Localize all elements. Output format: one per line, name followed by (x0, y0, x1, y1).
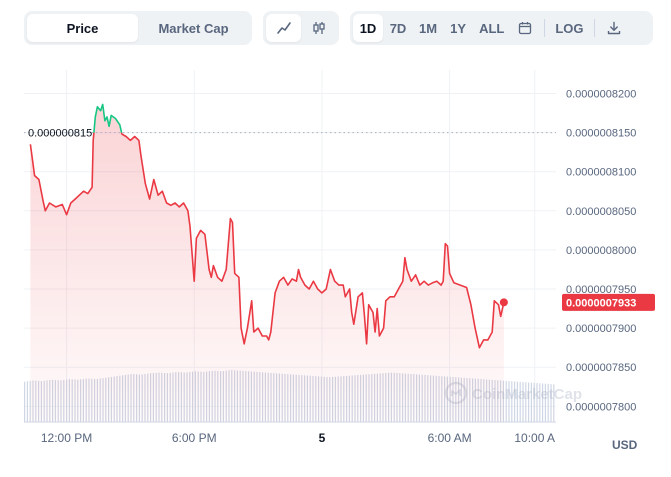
y-tick-label: 0.0000008100 (566, 167, 636, 179)
time-range-switch: 1D 7D 1M 1Y ALL LOG (350, 11, 653, 45)
chart-view-switch (263, 11, 339, 45)
volume-bar (29, 380, 31, 422)
volume-bar (530, 382, 532, 422)
x-tick-label: 12:00 PM (41, 431, 92, 445)
range-7d-button[interactable]: 7D (389, 20, 407, 36)
calendar-icon (519, 22, 532, 35)
open-price-label: 0.000000815 (28, 128, 92, 140)
volume-bar (26, 381, 28, 422)
x-axis: 12:00 PM 6:00 PM 5 6:00 AM 10:00 A (41, 431, 555, 445)
y-tick-label: 0.0000007800 (566, 401, 636, 413)
y-tick-label: 0.0000008200 (566, 88, 636, 100)
line-chart-button[interactable] (266, 14, 301, 42)
range-all-button[interactable]: ALL (479, 20, 505, 36)
current-price-badge (562, 293, 655, 311)
log-scale-button[interactable]: LOG (555, 20, 584, 36)
price-line (29, 132, 505, 349)
volume-bar (505, 380, 507, 422)
range-1d-button[interactable]: 1D (353, 14, 383, 42)
volume-bar (542, 383, 544, 422)
download-icon (607, 21, 620, 35)
chart-type-switch: Price Market Cap (24, 11, 252, 45)
x-tick-label: 6:00 AM (428, 431, 472, 445)
y-tick-label: 0.0000007950 (566, 284, 636, 296)
volume-bar (536, 383, 538, 422)
volume-bar (550, 384, 552, 422)
volume-bar (514, 381, 516, 422)
current-price-label: 0.0000007933 (566, 297, 636, 309)
currency-label: USD (612, 438, 638, 452)
volume-bar (553, 384, 555, 422)
volume-bar (24, 381, 26, 422)
range-1m-button[interactable]: 1M (419, 20, 438, 36)
price-area-fill (30, 104, 504, 423)
y-axis: 0.0000008200 0.0000008150 0.0000008100 0.00… (566, 88, 636, 413)
y-tick-label: 0.0000008000 (566, 245, 636, 257)
volume-bar (522, 382, 524, 422)
current-price-dot (499, 298, 508, 307)
volume-bar (519, 381, 521, 422)
y-tick-label: 0.0000007850 (566, 362, 636, 374)
candlestick-button[interactable] (301, 14, 336, 42)
download-button[interactable] (599, 14, 629, 42)
volume-bar (511, 381, 513, 422)
volume-bar (508, 381, 510, 422)
volume-bar (544, 383, 546, 422)
volume-bar (516, 381, 518, 422)
volume-bar (528, 382, 530, 422)
toolbar-divider (544, 19, 546, 37)
y-tick-label: 0.0000007900 (566, 323, 636, 335)
x-tick-label: 6:00 PM (172, 431, 217, 445)
price-line-above-open (93, 103, 123, 133)
candlestick-icon (312, 22, 325, 34)
y-tick-label: 0.0000008050 (566, 206, 636, 218)
tab-price[interactable]: Price (27, 14, 138, 42)
x-tick-label: 5 (319, 431, 326, 445)
toolbar-divider (593, 19, 595, 37)
volume-bar (533, 382, 535, 422)
chart-toolbar: Price Market Cap 1D 7D 1M 1Y ALL (0, 11, 671, 45)
line-chart-icon (276, 22, 291, 34)
range-1y-button[interactable]: 1Y (450, 20, 467, 36)
volume-bar (539, 383, 541, 422)
tab-market-cap[interactable]: Market Cap (158, 20, 229, 36)
volume-bar (547, 383, 549, 422)
calendar-button[interactable] (510, 14, 540, 42)
y-tick-label: 0.0000008150 (566, 128, 636, 140)
x-tick-label: 10:00 A (514, 431, 555, 445)
volume-bar (525, 382, 527, 422)
